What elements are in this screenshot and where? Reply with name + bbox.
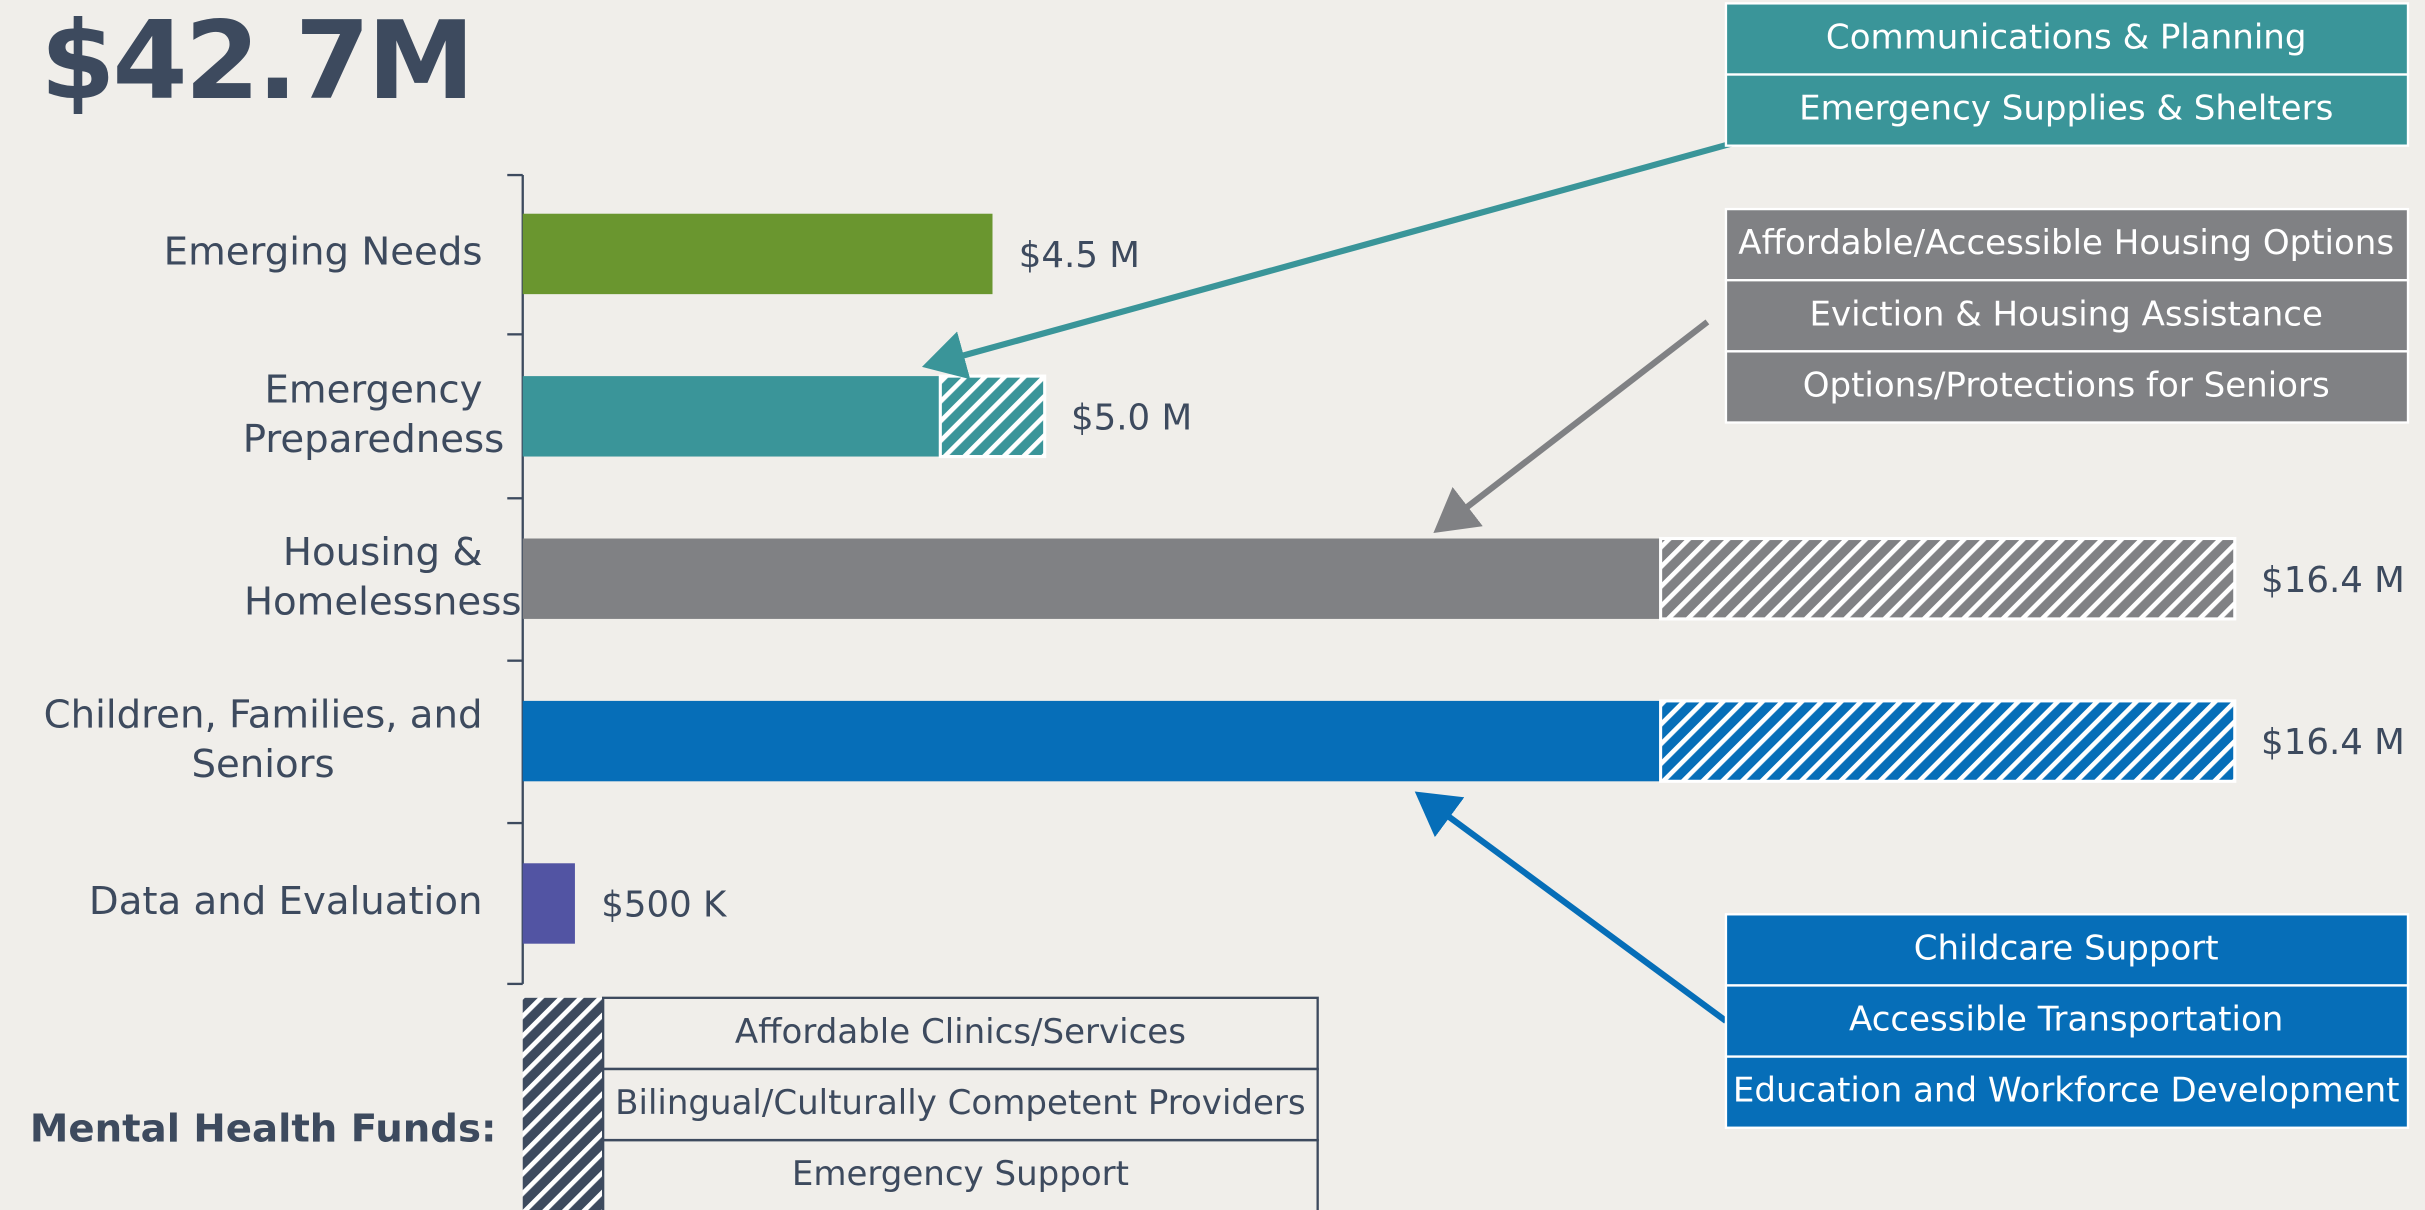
callout-item: Emergency Supplies & Shelters <box>1799 89 2333 129</box>
callout-item: Eviction & Housing Assistance <box>1809 294 2322 334</box>
value-label: $16.4 M <box>2261 560 2405 601</box>
callout-cell <box>1724 1055 2410 1129</box>
category-label: Emerging Needs <box>164 229 483 274</box>
value-label: $5.0 M <box>1071 397 1192 438</box>
legend-item: Affordable Clinics/Services <box>735 1012 1186 1052</box>
callout-arrow <box>1433 319 1710 533</box>
callout-cell <box>1724 279 2410 353</box>
callout-item: Communications & Planning <box>1826 17 2307 57</box>
value-label: $16.4 M <box>2261 722 2405 763</box>
legend-cell <box>601 1138 1319 1210</box>
category-label: Data and Evaluation <box>89 879 483 924</box>
callout-arrow <box>1414 791 1728 1024</box>
value-label: $500 K <box>601 885 728 926</box>
callout-item: Options/Protections for Seniors <box>1803 365 2330 405</box>
category-label: Emergency Preparedness <box>243 367 505 461</box>
chart-title: $42.7M <box>40 0 472 124</box>
callout-cell <box>1724 207 2410 282</box>
hatched-bar-segment <box>938 374 1047 459</box>
category-label: Housing & Homelessness <box>244 529 522 623</box>
callout-cell <box>1724 350 2410 424</box>
hatched-bar-segment <box>1659 536 2237 621</box>
callout-item: Education and Workforce Development <box>1733 1071 2400 1111</box>
callout-cell <box>1724 913 2410 987</box>
callout-cell <box>1724 2 2410 76</box>
legend-title: Mental Health Funds: <box>30 1106 497 1151</box>
bar-segment <box>522 863 575 944</box>
bar-segment <box>522 376 941 457</box>
callout-item: Childcare Support <box>1914 928 2219 968</box>
legend-item: Bilingual/Culturally Competent Providers <box>615 1083 1305 1123</box>
callout-item: Affordable/Accessible Housing Options <box>1738 223 2394 263</box>
legend-hatch <box>522 997 604 1210</box>
category-label: Children, Families, and Seniors <box>44 692 483 786</box>
callout-cell <box>1724 73 2410 147</box>
legend-item: Emergency Support <box>792 1154 1129 1194</box>
bar-segment <box>522 213 993 295</box>
value-label: $4.5 M <box>1019 235 1140 276</box>
bar-segment <box>522 700 1661 782</box>
callout-item: Accessible Transportation <box>1849 1000 2283 1040</box>
hatched-bar-segment <box>1659 699 2237 783</box>
callout-arrow <box>921 139 1737 380</box>
bar-segment <box>522 538 1661 619</box>
